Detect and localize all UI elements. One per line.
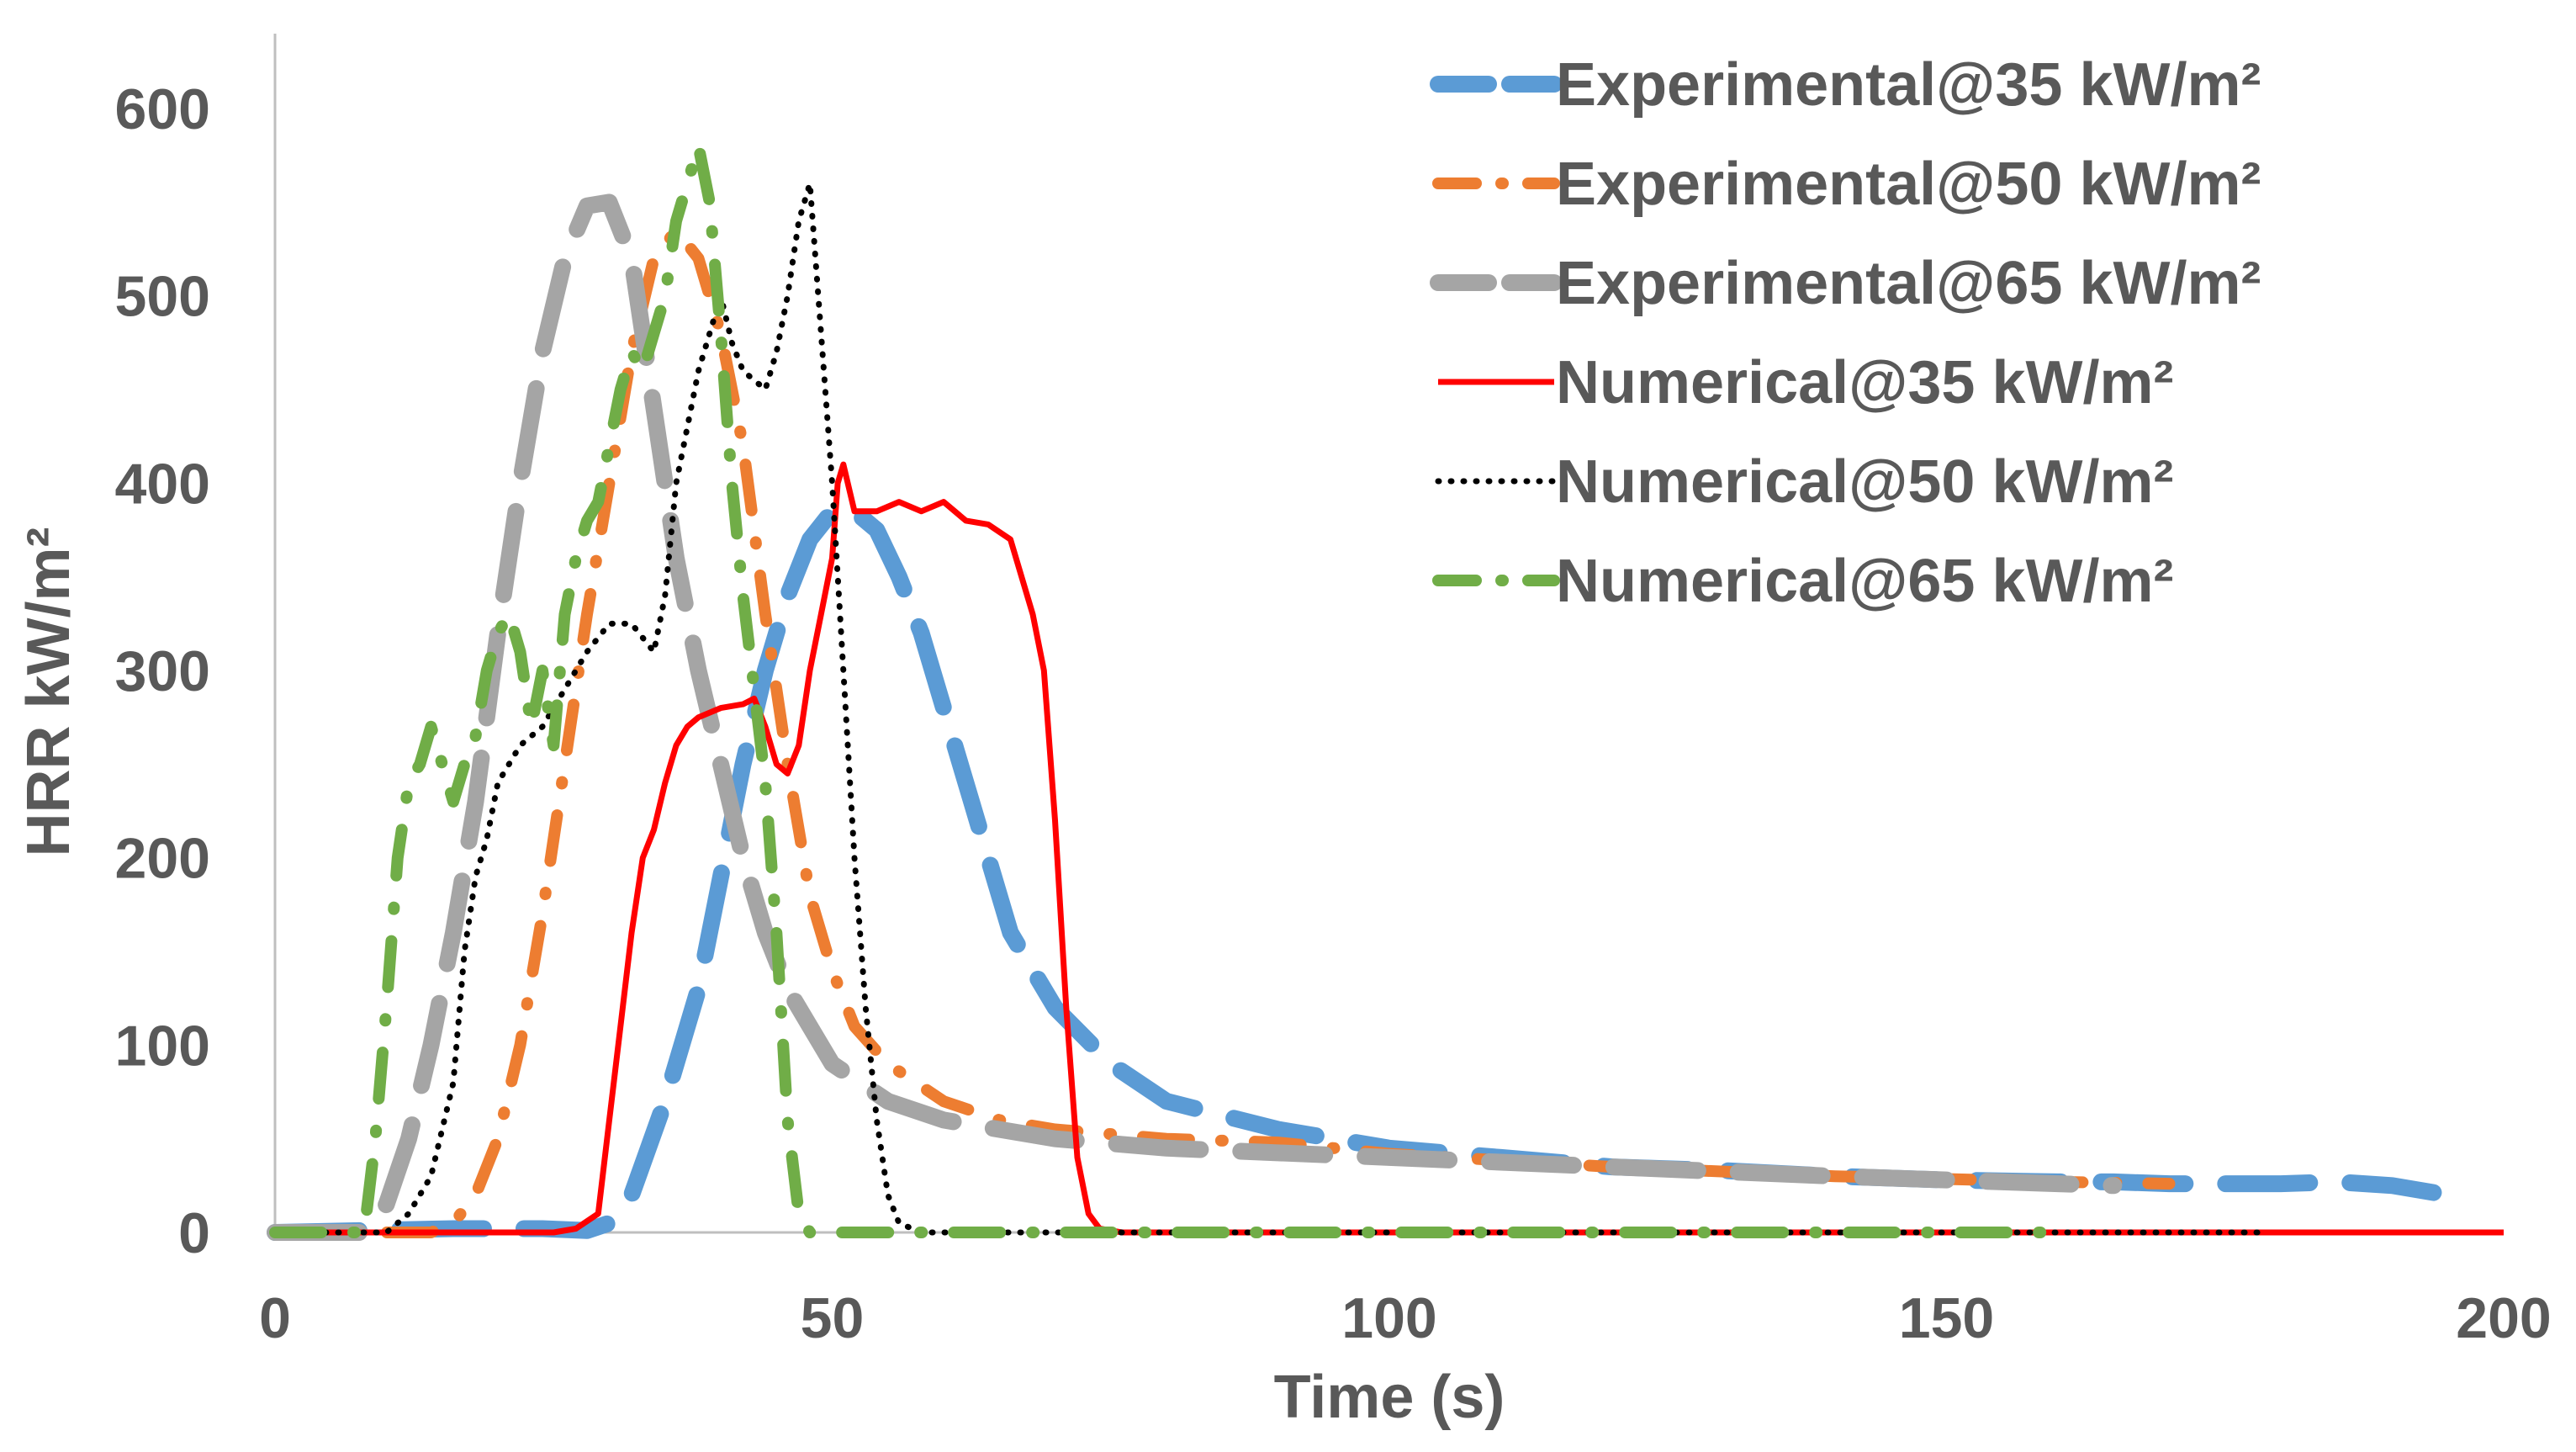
legend: Experimental@35 kW/m² Experimental@50 kW/…: [1430, 51, 2261, 615]
y-tick-label: 0: [178, 1201, 210, 1265]
y-tick-label: 400: [115, 452, 210, 516]
series-line-4: [275, 461, 2504, 1236]
y-tick-label: 600: [115, 77, 210, 141]
legend-label: Numerical@65 kW/m²: [1556, 548, 2173, 615]
legend-label: Experimental@50 kW/m²: [1556, 151, 2261, 218]
legend-label: Numerical@50 kW/m²: [1556, 448, 2173, 516]
series-line-3: [267, 193, 2123, 1241]
x-tick-label: 0: [259, 1286, 291, 1350]
x-axis-title: Time (s): [1274, 1364, 1505, 1431]
x-tick-label: 200: [2456, 1286, 2551, 1350]
legend-label: Experimental@65 kW/m²: [1556, 250, 2261, 317]
y-axis-title: HRR kW/m²: [15, 527, 82, 857]
tick-labels: 0 100 200 300 400 500 600 0 50 100 150 200: [115, 77, 2552, 1350]
x-tick-label: 100: [1341, 1286, 1436, 1350]
y-tick-label: 200: [115, 827, 210, 891]
y-tick-label: 300: [115, 639, 210, 703]
x-tick-label: 150: [1899, 1286, 1994, 1350]
y-tick-label: 500: [115, 265, 210, 329]
y-tick-label: 100: [115, 1014, 210, 1078]
legend-label: Experimental@35 kW/m²: [1556, 51, 2261, 119]
legend-label: Numerical@35 kW/m²: [1556, 349, 2173, 416]
x-tick-label: 50: [801, 1286, 865, 1350]
series-line-2: [269, 224, 2176, 1238]
series-group: [267, 140, 2504, 1241]
series-line-6: [269, 140, 2064, 1238]
